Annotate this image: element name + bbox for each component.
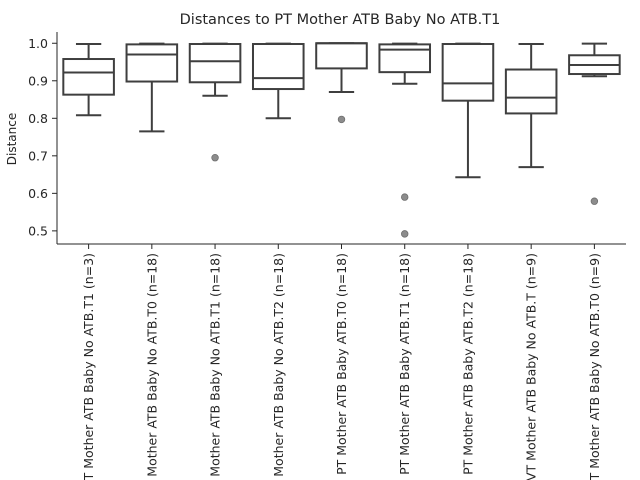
outlier-point xyxy=(401,193,409,201)
category-labels: PT Mother ATB Baby No ATB.T1 (n=3) PT Mot… xyxy=(81,244,602,480)
outlier-point xyxy=(211,153,219,162)
x-category-label: PT Mother ATB Baby No ATB.T1 (n=3) xyxy=(81,253,96,480)
outlier-point xyxy=(590,197,599,205)
outlier-point xyxy=(401,230,409,238)
box-series xyxy=(62,42,621,238)
box-iqr xyxy=(441,43,495,102)
box-iqr xyxy=(188,43,242,84)
box-group xyxy=(251,42,305,120)
box-iqr xyxy=(62,58,115,96)
x-category-label: PT Mother ATB Baby No ATB.T0 (n=18) xyxy=(144,253,159,480)
box-group xyxy=(568,42,621,205)
y-axis-label: Distance xyxy=(5,113,19,165)
box-iqr xyxy=(315,42,368,70)
box-iqr xyxy=(251,43,305,91)
x-category-label: PT Mother ATB Baby ATB.T0 (n=18) xyxy=(334,253,349,475)
x-category-label: VT Mother ATB Baby No ATB.T0 (n=9) xyxy=(587,253,602,480)
y-tick-label: 0.6 xyxy=(28,186,48,201)
box-group xyxy=(315,42,368,124)
outlier-point xyxy=(337,115,346,124)
y-tick-label: 0.9 xyxy=(28,73,48,88)
box-iqr xyxy=(378,43,432,74)
box-group xyxy=(441,42,495,179)
x-category-label: PT Mother ATB Baby No ATB.T1 (n=18) xyxy=(208,253,223,480)
x-category-label: PT Mother ATB Baby ATB.T1 (n=18) xyxy=(397,253,412,475)
box-iqr xyxy=(125,43,179,83)
box-iqr xyxy=(504,68,558,115)
x-category-label: PT Mother ATB Baby ATB.T2 (n=18) xyxy=(460,253,475,475)
y-tick-label: 1.0 xyxy=(28,36,48,51)
y-tick-label: 0.5 xyxy=(28,223,48,238)
box-group xyxy=(125,42,179,133)
y-tick-label: 0.7 xyxy=(28,148,48,163)
x-category-label: VT Mother ATB Baby No ATB.T (n=9) xyxy=(524,253,539,480)
box-group xyxy=(188,42,242,162)
box-group xyxy=(378,42,432,238)
y-tick-labels: 0.5 0.6 0.7 0.8 0.9 1.0 xyxy=(28,36,57,238)
chart-title: Distances to PT Mother ATB Baby No ATB.T… xyxy=(180,12,501,28)
box-group xyxy=(62,43,115,117)
y-tick-label: 0.8 xyxy=(28,111,48,126)
x-category-label: PT Mother ATB Baby No ATB.T2 (n=18) xyxy=(271,253,286,480)
box-group xyxy=(504,43,558,169)
